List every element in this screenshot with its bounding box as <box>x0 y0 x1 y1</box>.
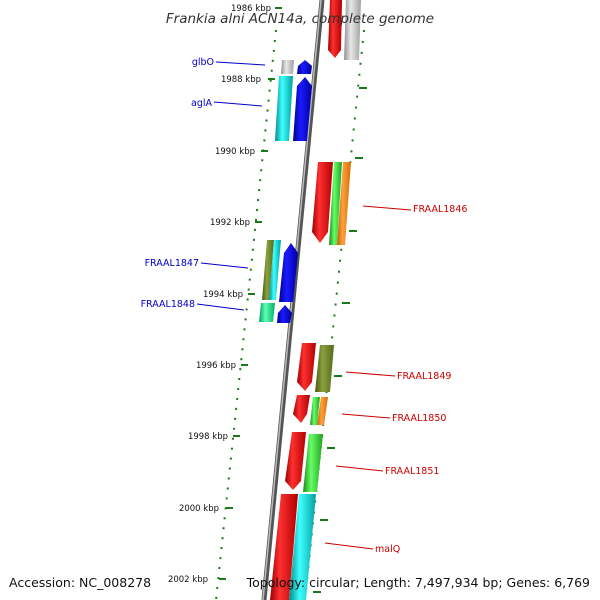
gene-agla-blue <box>293 77 312 141</box>
gene-label-agla: aglA <box>191 98 212 109</box>
gene-glbo-gray <box>281 60 294 74</box>
gene-labels-left: glbO aglA FRAAL1847 FRAAL1848 <box>141 57 214 310</box>
gene-labels-right: FRAAL1846 FRAAL1849 FRAAL1850 FRAAL1851 … <box>375 204 467 555</box>
gene-malq-red <box>270 494 298 600</box>
gene-fraal1848-mint <box>259 303 275 322</box>
scale-label-1988: 1988 kbp <box>221 75 261 85</box>
scale-label-1994: 1994 kbp <box>203 290 243 300</box>
scale-label-1990: 1990 kbp <box>215 147 255 157</box>
gene-glbo-blue <box>297 60 312 74</box>
genes-left-strand <box>259 60 312 323</box>
gene-fraal1849-red <box>297 343 316 391</box>
gene-label-fraal1850: FRAAL1850 <box>392 413 446 424</box>
map-title: Frankia alni ACN14a, complete genome <box>166 11 434 27</box>
topology-text: Topology: circular; Length: 7,497,934 bp… <box>246 575 590 590</box>
leader-lines-right <box>324 205 412 550</box>
accession-text: Accession: NC_008278 <box>9 575 151 590</box>
gene-fraal1846-red <box>312 162 333 243</box>
gene-red-top <box>328 0 342 58</box>
scale-label-2000: 2000 kbp <box>179 504 219 514</box>
leader-lines-left <box>196 61 266 311</box>
gene-label-fraal1846: FRAAL1846 <box>413 204 467 215</box>
scale-ticks <box>219 7 367 593</box>
gene-fraal1848-blue <box>277 305 292 323</box>
gene-malq-cyan <box>289 494 316 600</box>
gene-label-malq: malQ <box>375 544 400 555</box>
scale-labels: 1986 kbp 1988 kbp 1990 kbp 1992 kbp 1994… <box>168 4 271 585</box>
gene-label-fraal1849: FRAAL1849 <box>397 371 451 382</box>
scale-label-1996: 1996 kbp <box>196 361 236 371</box>
gene-fraal1847-olive <box>262 240 274 300</box>
scale-label-2002: 2002 kbp <box>168 575 208 585</box>
gene-fraal1846-green <box>329 162 342 245</box>
scale-label-1992: 1992 kbp <box>210 218 250 228</box>
scale-arc-right <box>304 29 365 600</box>
gene-agla-cyan <box>275 76 293 141</box>
gene-fraal1847-cyan <box>269 240 281 300</box>
gene-label-glbo: glbO <box>192 57 214 68</box>
genes-right-strand <box>270 0 361 600</box>
gene-label-fraal1848: FRAAL1848 <box>141 299 195 310</box>
gene-fraal1850-green <box>310 397 320 425</box>
gene-fraal1851-red <box>285 432 306 490</box>
gene-fraal1851-green <box>303 434 323 492</box>
gene-fraal1847-blue <box>279 243 298 302</box>
scale-label-1998: 1998 kbp <box>188 432 228 442</box>
scale-label-1986: 1986 kbp <box>231 4 271 14</box>
gene-fraal1850-red <box>293 395 310 423</box>
gene-label-fraal1847: FRAAL1847 <box>145 258 199 269</box>
gene-fraal1849-olive <box>315 345 334 392</box>
gene-label-fraal1851: FRAAL1851 <box>385 466 439 477</box>
gene-fraal1850-orange <box>317 397 328 425</box>
gene-gray-top <box>344 0 361 60</box>
gene-fraal1846-orange <box>337 162 351 245</box>
